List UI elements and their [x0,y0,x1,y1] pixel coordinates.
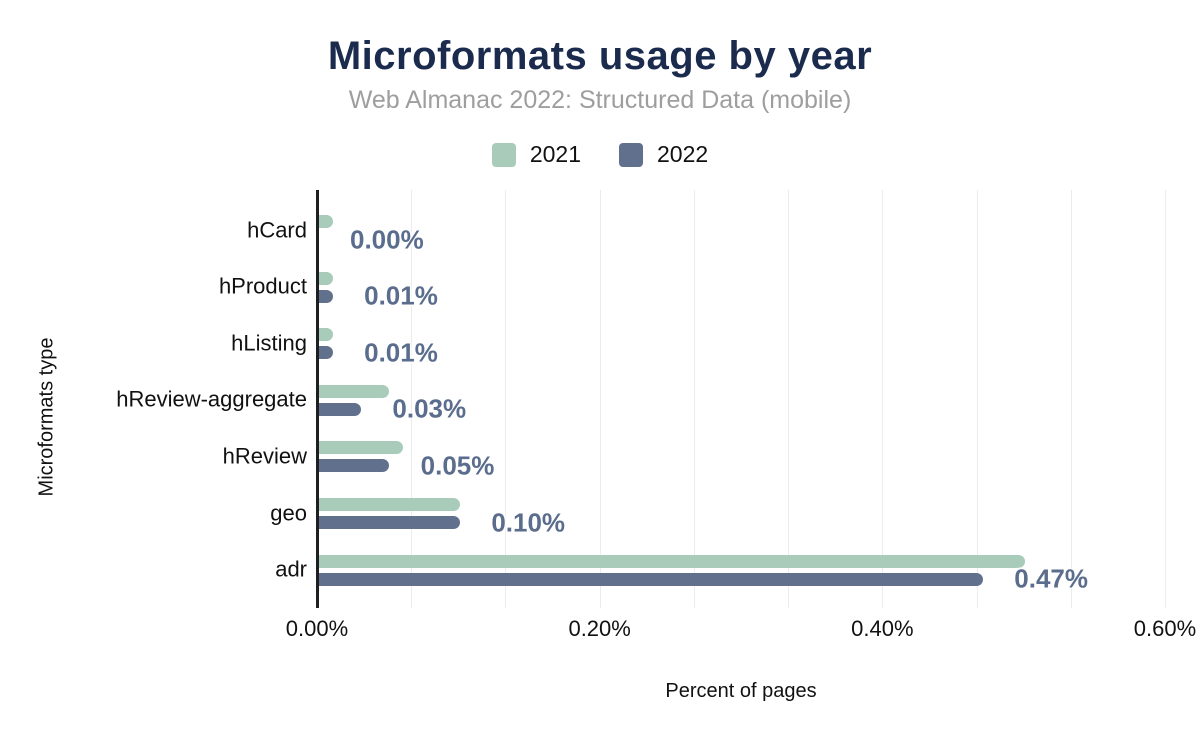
bar-2021 [318,498,460,511]
grid-line [1070,190,1072,608]
bar-2021 [318,271,333,285]
legend-item-2022[interactable]: 2022 [619,141,708,168]
grid-line [882,190,884,608]
x-axis-title: Percent of pages [665,680,817,702]
bar-2022 [318,459,390,473]
grid-line [599,190,601,608]
value-label: 0.05% [420,450,495,481]
bar-2022 [318,402,361,416]
legend-swatch-2022 [619,142,643,167]
legend-label: 2022 [657,141,709,167]
category-label: hReview-aggregate [116,386,307,412]
bar-2022 [318,516,460,529]
grid-line [976,190,978,608]
value-label: 0.01% [364,337,438,368]
chart-subtitle: Web Almanac 2022: Structured Data (mobil… [348,86,852,114]
bar-2022 [318,289,333,303]
bar-2021 [318,441,404,455]
value-label: 0.47% [1014,563,1088,594]
value-label: 0.01% [364,280,438,311]
grid-line [788,190,790,608]
x-tick-label: 0.60% [1133,616,1197,641]
bar-2022 [318,572,983,586]
grid-line [411,190,413,608]
category-label: geo [270,499,307,525]
value-label: 0.03% [392,393,467,424]
category-label: hProduct [218,273,307,299]
grid-line [1165,190,1166,608]
category-label: hListing [231,330,307,356]
bar-2021 [318,215,333,228]
x-tick-label: 0.00% [285,616,349,641]
bar-2021 [318,328,333,342]
category-label: hReview [222,443,307,469]
grid-line [693,190,695,608]
bar-2021 [318,384,390,398]
bar-2021 [318,554,1026,568]
legend-label: 2021 [529,141,581,167]
value-label: 0.00% [350,224,424,254]
legend-item-2021[interactable]: 2021 [491,141,581,168]
grid-line [505,190,507,608]
x-tick-label: 0.40% [851,616,914,641]
category-label: adr [275,556,307,582]
legend: 2021 2022 [0,141,1200,168]
value-label: 0.10% [491,507,566,537]
category-label: hCard [247,216,307,242]
y-axis-title: Microformats type [35,337,58,497]
legend-swatch-2021 [491,142,516,167]
chart-title: Microformats usage by year [327,34,873,78]
bar-2022 [318,346,333,360]
y-axis-line [315,190,319,608]
x-tick-label: 0.20% [568,616,631,641]
